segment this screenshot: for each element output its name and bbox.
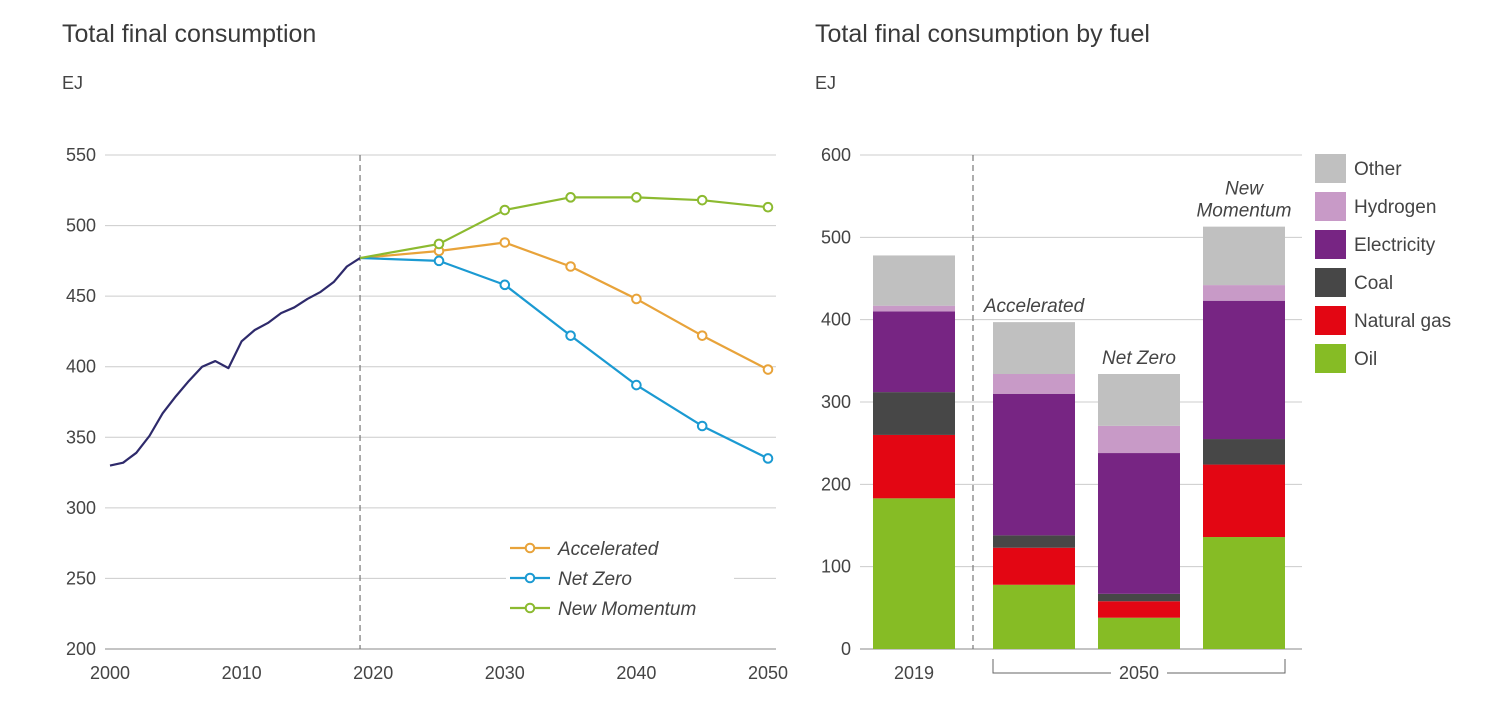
data-point — [499, 237, 511, 248]
legend-swatch — [1315, 344, 1346, 373]
bar-segment — [993, 535, 1075, 548]
legend-label: New Momentum — [558, 599, 696, 620]
data-point — [499, 279, 511, 291]
y-tick-label: 550 — [66, 145, 96, 165]
legend-label: Electricity — [1354, 235, 1436, 256]
data-point — [433, 255, 445, 267]
bar-segment — [873, 498, 955, 649]
bar-segment — [993, 374, 1075, 394]
bar-label: Momentum — [1196, 201, 1291, 222]
data-point — [631, 379, 642, 391]
series-line — [359, 196, 769, 260]
left-chart-title: Total final consumption — [62, 20, 317, 48]
y-tick-label: 400 — [821, 310, 851, 330]
bar-segment — [1098, 374, 1180, 426]
bar-label: Net Zero — [1102, 348, 1176, 369]
bar-segment — [993, 584, 1075, 649]
data-point — [762, 364, 774, 375]
legend-swatch-marker — [524, 602, 536, 614]
y-tick-label: 350 — [66, 427, 96, 447]
bar-segment — [1203, 537, 1285, 649]
bar-segment — [1203, 300, 1285, 440]
y-tick-label: 100 — [821, 557, 851, 577]
right-chart-unit-label: EJ — [815, 73, 837, 93]
y-tick-label: 400 — [66, 357, 96, 377]
bar-label: Accelerated — [983, 296, 1086, 317]
legend-swatch-marker — [524, 572, 536, 584]
bar-segment — [1098, 453, 1180, 594]
y-tick-label: 200 — [66, 639, 96, 659]
legend-swatch — [1315, 306, 1346, 335]
data-point — [631, 192, 642, 203]
y-tick-label: 250 — [66, 568, 96, 588]
y-tick-label: 0 — [841, 639, 851, 659]
x-tick-label: 2030 — [485, 663, 525, 683]
bar-segment — [873, 392, 955, 435]
legend-swatch — [1315, 192, 1346, 221]
bar-segment — [993, 322, 1075, 375]
legend-label: Other — [1354, 159, 1402, 180]
stacked-bar-chart: 0 100 200 300 400 500 600 Accelerated Net Zero Ne… — [821, 145, 1451, 683]
bar-segment — [873, 311, 955, 393]
data-point — [565, 192, 576, 203]
x-tick-label: 2000 — [90, 663, 130, 683]
y-tick-label: 300 — [821, 392, 851, 412]
x-tick-label: 2020 — [353, 663, 393, 683]
data-point — [762, 201, 774, 213]
y-tick-label: 200 — [821, 474, 851, 494]
x-group-label: 2050 — [1119, 663, 1159, 683]
data-point — [762, 453, 774, 464]
bar-segment — [1203, 439, 1285, 465]
history-line — [109, 257, 361, 467]
y-tick-label: 500 — [66, 216, 96, 236]
x-group-label: 2019 — [894, 663, 934, 683]
bar-segment — [1203, 285, 1285, 301]
data-point — [565, 261, 576, 272]
bar-segment — [1098, 593, 1180, 602]
legend-label: Net Zero — [558, 569, 632, 590]
bar-segment — [873, 305, 955, 312]
legend-label: Hydrogen — [1354, 197, 1436, 218]
data-point — [499, 204, 511, 216]
y-tick-label: 300 — [66, 498, 96, 518]
bar-segment — [1098, 617, 1180, 649]
bar-label: New — [1225, 179, 1264, 200]
bar-segment — [1098, 601, 1180, 618]
series-line — [359, 241, 769, 371]
bar-segment — [993, 547, 1075, 585]
line-chart: 200 250 300 350 400 450 500 550 2000 2010 2020 2030… — [66, 145, 788, 683]
x-tick-label: 2040 — [616, 663, 656, 683]
legend-label: Coal — [1354, 273, 1393, 294]
bar-segment — [1098, 425, 1180, 454]
legend-label: Natural gas — [1354, 311, 1451, 332]
bar-segment — [873, 434, 955, 499]
data-point — [631, 293, 642, 305]
group-bracket-left — [992, 659, 1111, 674]
data-point — [565, 330, 576, 341]
legend-swatch — [1315, 154, 1346, 183]
bar-segment — [993, 393, 1075, 536]
left-chart-unit-label: EJ — [62, 73, 84, 93]
bar-segment — [1203, 226, 1285, 286]
right-chart-title: Total final consumption by fuel — [815, 20, 1150, 48]
data-point — [696, 330, 708, 341]
x-tick-label: 2050 — [748, 663, 788, 683]
y-tick-label: 450 — [66, 286, 96, 306]
data-point — [696, 420, 708, 432]
y-tick-label: 500 — [821, 227, 851, 247]
data-point — [696, 194, 708, 206]
y-tick-label: 600 — [821, 145, 851, 165]
legend-swatch — [1315, 268, 1346, 297]
legend-swatch-marker — [524, 542, 536, 554]
x-tick-label: 2010 — [222, 663, 262, 683]
data-point — [433, 238, 445, 250]
legend-label: Accelerated — [557, 539, 660, 560]
legend-label: Oil — [1354, 349, 1377, 370]
bar-segment — [873, 255, 955, 306]
group-bracket-right — [1167, 659, 1286, 674]
legend-swatch — [1315, 230, 1346, 259]
bar-segment — [1203, 464, 1285, 538]
